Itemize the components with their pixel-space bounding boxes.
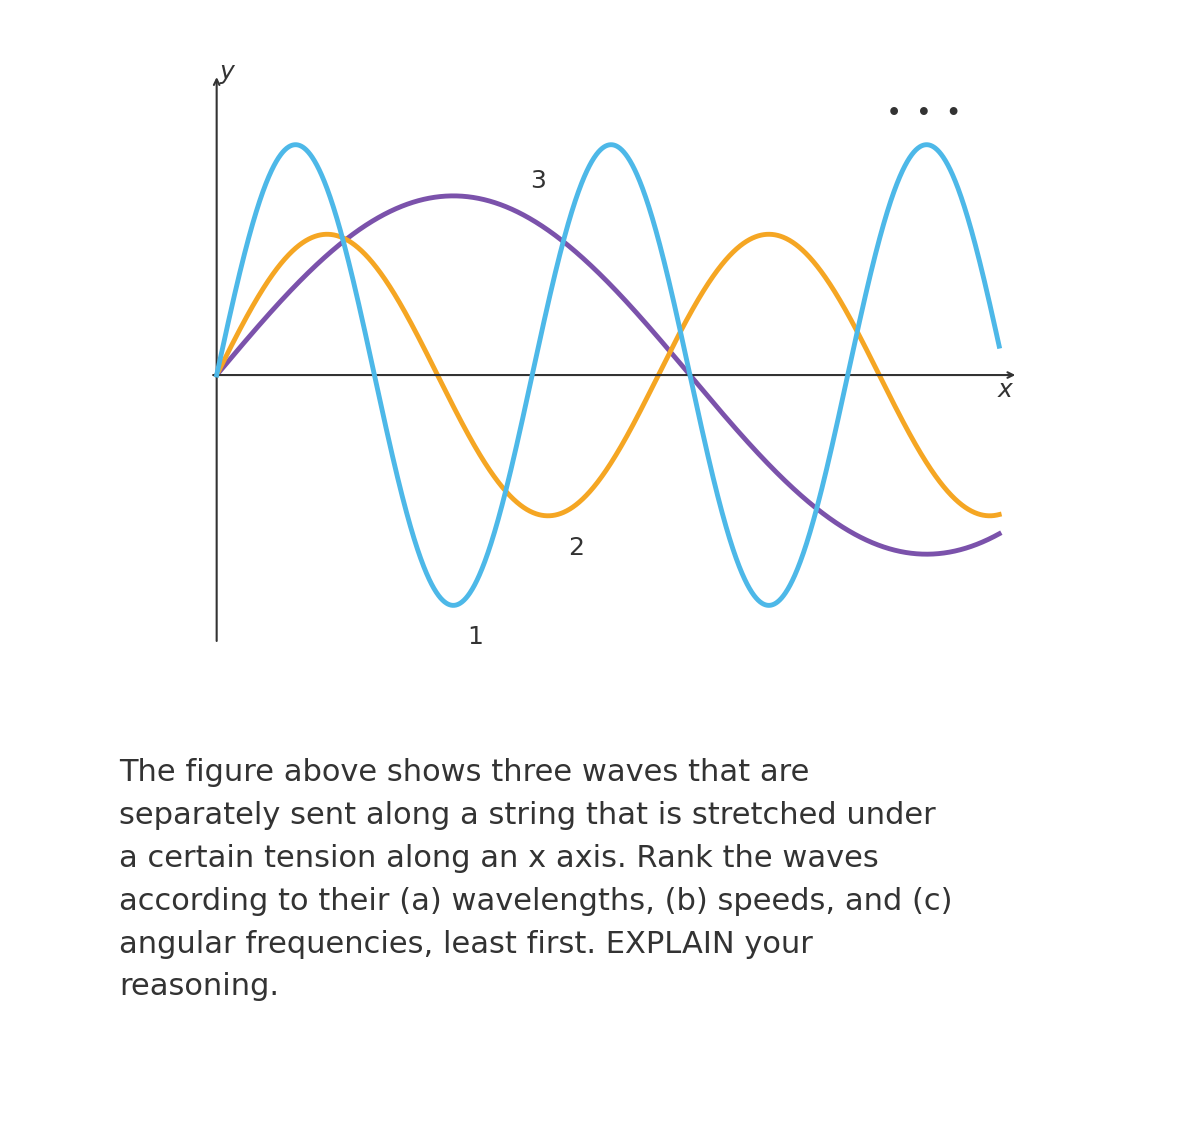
Text: y: y <box>219 60 234 84</box>
Text: The figure above shows three waves that are
separately sent along a string that : The figure above shows three waves that … <box>119 758 952 1002</box>
Text: x: x <box>998 378 1013 402</box>
Text: 3: 3 <box>530 169 546 192</box>
Text: •  •  •: • • • <box>887 103 961 122</box>
Text: 2: 2 <box>569 535 584 560</box>
Text: 1: 1 <box>467 625 483 650</box>
